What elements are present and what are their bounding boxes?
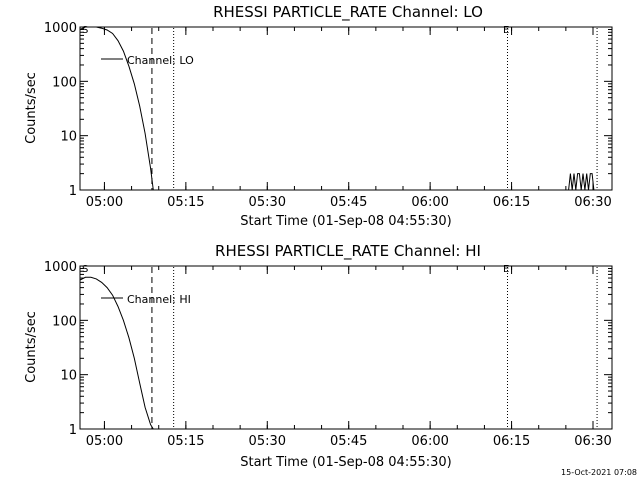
end-marker-lo: E [503,25,509,36]
y-tick-label-hi: 100 [52,314,77,329]
series-line-hi-0 [79,276,154,430]
y-tick-label-hi: 1000 [44,260,77,275]
x-tick-label-hi: 06:30 [574,434,611,449]
x-tick-label-hi: 05:15 [167,434,204,449]
x-tick-label-lo: 05:45 [330,195,367,210]
panel-hi: RHESSI PARTICLE_RATE Channel: HI Counts/… [24,242,613,470]
plot-frame-lo [79,26,613,191]
x-tick-label-lo: 05:15 [167,195,204,210]
footer-timestamp: 15-Oct-2021 07:08 [561,468,637,477]
x-tick-label-lo: 06:30 [574,195,611,210]
legend-label-hi: Channel: HI [127,293,191,306]
x-tick-label-lo: 05:30 [249,195,286,210]
x-tick-label-hi: 05:30 [249,434,286,449]
plot-frame-hi [79,265,613,430]
y-tick-label-hi: 10 [60,369,77,384]
x-tick-label-hi: 06:00 [411,434,448,449]
series-line-lo-0 [79,26,154,191]
x-axis-label-lo: Start Time (01-Sep-08 04:55:30) [240,214,451,229]
chart-title-lo: RHESSI PARTICLE_RATE Channel: LO [213,3,483,22]
y-axis-label-hi: Counts/sec [24,311,39,383]
x-tick-label-lo: 06:00 [411,195,448,210]
start-marker-hi: S [82,264,88,275]
y-tick-label-lo: 100 [52,75,77,90]
x-tick-label-lo: 05:00 [86,195,123,210]
x-tick-label-hi: 05:45 [330,434,367,449]
y-tick-label-lo: 1 [69,184,77,199]
chart-title-hi: RHESSI PARTICLE_RATE Channel: HI [215,242,481,261]
series-line-lo-1 [568,173,596,191]
y-tick-label-lo: 1000 [44,21,77,36]
x-tick-label-hi: 05:00 [86,434,123,449]
x-tick-label-lo: 06:15 [493,195,530,210]
end-marker-hi: E [503,264,509,275]
x-tick-label-hi: 06:15 [493,434,530,449]
y-tick-label-lo: 10 [60,130,77,145]
start-marker-lo: S [82,25,88,36]
panel-lo: RHESSI PARTICLE_RATE Channel: LO Counts/… [24,3,613,229]
y-axis-label-lo: Counts/sec [24,72,39,144]
y-tick-label-hi: 1 [69,423,77,438]
legend-label-lo: Channel: LO [127,54,194,67]
x-axis-label-hi: Start Time (01-Sep-08 04:55:30) [240,455,451,470]
